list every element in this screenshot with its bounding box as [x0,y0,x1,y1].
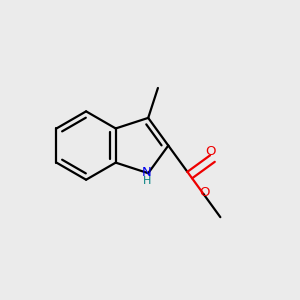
Text: O: O [200,186,210,199]
Text: O: O [205,145,215,158]
Text: H: H [142,176,151,186]
Text: N: N [142,166,152,178]
